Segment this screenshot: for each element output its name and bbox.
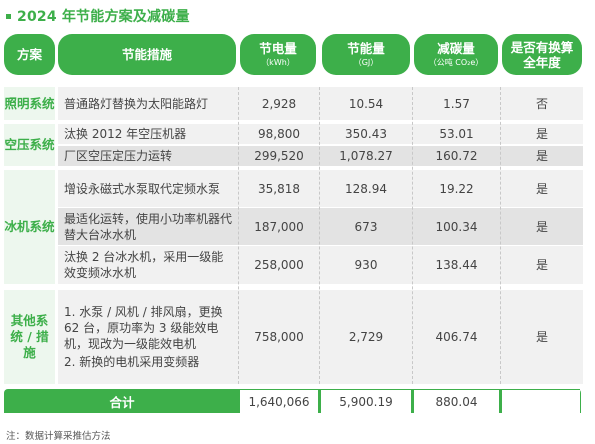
row-7-energy: 2,729 bbox=[348, 330, 384, 344]
row-5-power: 187,000 bbox=[254, 219, 304, 234]
title-bullet-icon bbox=[6, 13, 11, 19]
row-6-power: 258,000 bbox=[254, 258, 304, 272]
column-divider bbox=[319, 87, 320, 384]
row-4-fullyear: 是 bbox=[535, 181, 548, 196]
row-3-power: 299,520 bbox=[254, 149, 304, 163]
row-2-measure: 汰换 2012 年空压机器 bbox=[64, 127, 187, 141]
header-power-saving: 节电量 （kWh） bbox=[240, 34, 316, 75]
row-2-energy: 350.43 bbox=[345, 127, 387, 141]
row-5-carbon: 100.34 bbox=[435, 219, 478, 234]
row-3-carbon: 160.72 bbox=[435, 149, 478, 163]
group-compressor: 空压系统 bbox=[4, 124, 55, 166]
row-7-fullyear: 是 bbox=[535, 330, 548, 344]
row-1-energy: 10.54 bbox=[348, 96, 384, 111]
row-2-power: 98,800 bbox=[258, 127, 300, 141]
row-3-fullyear: 是 bbox=[535, 149, 548, 163]
row-2-carbon: 53.01 bbox=[439, 127, 474, 141]
row-2-fullyear: 是 bbox=[535, 127, 548, 141]
row-4-carbon: 19.22 bbox=[439, 181, 474, 196]
row-3-energy: 1,078.27 bbox=[339, 149, 393, 163]
row-band bbox=[58, 124, 583, 144]
row-4-measure: 增设永磁式水泵取代定频水泵 bbox=[64, 181, 221, 196]
header-fullyear-conversion: 是否有换算 全年度 bbox=[502, 34, 582, 75]
total-energy: 5,900.19 bbox=[321, 389, 411, 413]
row-band bbox=[58, 87, 583, 120]
row-1-measure: 普通路灯替换为太阳能路灯 bbox=[64, 96, 209, 111]
row-5-fullyear: 是 bbox=[535, 219, 548, 234]
row-7-measure-item-2: 2. 新换的电机采用变频器 bbox=[64, 355, 200, 369]
total-carbon: 880.04 bbox=[414, 389, 499, 413]
row-4-power: 35,818 bbox=[258, 181, 300, 196]
header-scheme: 方案 bbox=[4, 34, 55, 75]
row-7-measure: 1. 水泵 / 风机 / 排风扇，更换 62 台，原功率为 3 级能效电机，现改… bbox=[64, 290, 234, 384]
header-measure: 节能措施 bbox=[58, 34, 236, 75]
row-3-measure: 厂区空压定压力运转 bbox=[64, 149, 173, 163]
row-4-energy: 128.94 bbox=[345, 181, 387, 196]
header-carbon-reduction: 减碳量 （公吨 CO₂e） bbox=[414, 34, 498, 75]
header-energy-saving: 节能量 （GJ） bbox=[322, 34, 410, 75]
group-other: 其他系统 / 措施 bbox=[4, 290, 55, 384]
row-6-measure: 汰换 2 台冰水机，采用一级能效变频冰水机 bbox=[64, 250, 224, 280]
row-1-carbon: 1.57 bbox=[443, 96, 470, 111]
row-1-fullyear: 否 bbox=[535, 96, 548, 111]
row-6-fullyear: 是 bbox=[535, 258, 548, 272]
row-7-carbon: 406.74 bbox=[435, 330, 478, 344]
column-divider bbox=[412, 87, 413, 384]
column-divider bbox=[238, 87, 239, 384]
row-7-measure-item-1: 1. 水泵 / 风机 / 排风扇，更换 62 台，原功率为 3 级能效电机，现改… bbox=[64, 305, 223, 351]
total-fullyear bbox=[502, 389, 580, 413]
footnote: 注：数据计算采推估方法 bbox=[6, 431, 111, 442]
title-text: 2024 年节能方案及减碳量 bbox=[17, 9, 190, 25]
group-lighting: 照明系统 bbox=[4, 87, 55, 120]
row-band bbox=[58, 290, 583, 384]
group-chiller: 冰机系统 bbox=[4, 170, 55, 284]
total-power: 1,640,066 bbox=[240, 389, 318, 413]
page-title: 2024 年节能方案及减碳量 bbox=[6, 6, 190, 26]
row-band bbox=[58, 246, 583, 284]
row-1-power: 2,928 bbox=[261, 96, 297, 111]
row-7-power: 758,000 bbox=[254, 330, 304, 344]
row-band bbox=[58, 146, 583, 166]
row-6-energy: 930 bbox=[354, 258, 378, 272]
row-5-energy: 673 bbox=[354, 219, 378, 234]
row-band bbox=[58, 170, 583, 207]
column-divider bbox=[500, 87, 501, 384]
row-6-carbon: 138.44 bbox=[435, 258, 478, 272]
total-label: 合计 bbox=[109, 394, 135, 410]
row-5-measure: 最适化运转，使用小功率机器代替大台冰水机 bbox=[64, 211, 233, 242]
row-band bbox=[58, 208, 583, 245]
